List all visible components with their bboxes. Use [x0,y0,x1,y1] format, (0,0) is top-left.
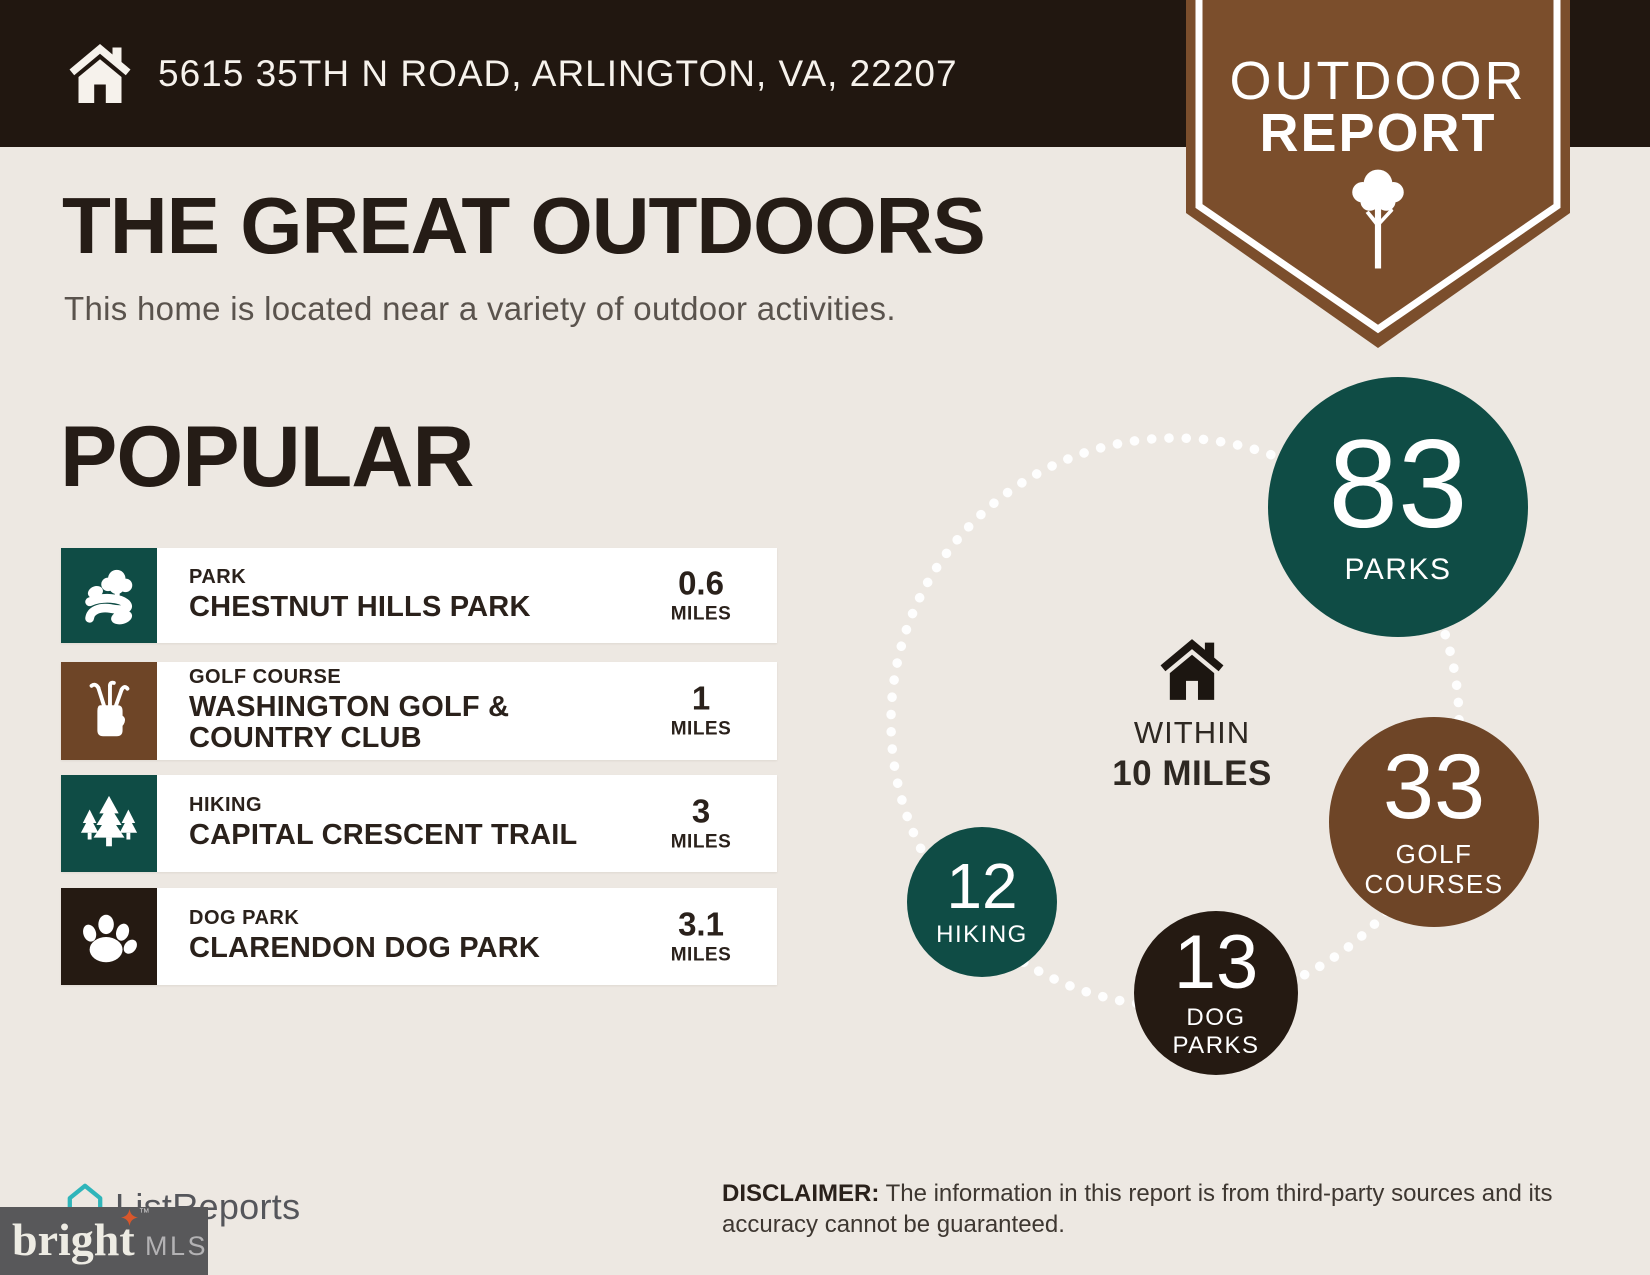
radius-center: WITHIN 10 MILES [1092,638,1292,794]
stat-value: 33 [1382,736,1486,839]
category-label: DOG PARK [189,906,300,929]
page-subtitle: This home is located near a variety of o… [64,290,896,327]
category-label: GOLF COURSE [189,665,342,688]
intro-section: THE GREAT OUTDOORS This home is located … [62,186,1112,328]
stat-label: DOG PARKS [1172,1004,1260,1059]
stat-circle-parks: 83 PARKS [1268,377,1528,637]
trademark-symbol: ™ [138,1207,150,1219]
mls-wordmark: MLS [144,1231,208,1261]
paw-icon [61,888,157,985]
distance: 0.6 MILES [670,564,732,624]
category-label: PARK [189,565,247,588]
list-item-dog-park: DOG PARK CLARENDON DOG PARK 3.1 MILES [61,888,777,985]
distance: 3.1 MILES [670,905,732,965]
bright-mls-logo: bright ™ MLS [0,1207,208,1275]
stat-label: HIKING [936,920,1028,948]
disclaimer-text: DISCLAIMER: The information in this repo… [722,1180,1553,1239]
ribbon-title-line1: OUTDOOR [1229,51,1527,111]
stat-value: 12 [946,849,1018,922]
place-name: CHESTNUT HILLS PARK [189,590,531,623]
distance: 3 MILES [670,792,732,852]
disclaimer-label: DISCLAIMER: [722,1180,880,1207]
bright-spark-icon [120,1209,138,1226]
list-item-park: PARK CHESTNUT HILLS PARK 0.6 MILES [61,548,777,643]
ribbon-title-line2: REPORT [1259,103,1497,163]
pine-trees-icon [61,775,157,872]
stat-value: 13 [1173,919,1259,1005]
home-icon [1160,639,1224,700]
place-name: WASHINGTON GOLF & COUNTRY CLUB [189,690,510,754]
stat-label: GOLF COURSES [1364,838,1504,899]
category-label: HIKING [189,793,262,816]
stat-label: PARKS [1344,553,1452,587]
within-label: WITHIN [1133,715,1251,750]
list-item-hiking: HIKING CAPITAL CRESCENT TRAIL 3 MILES [61,775,777,872]
bright-wordmark: bright [12,1214,135,1265]
place-name: CLARENDON DOG PARK [189,931,541,964]
park-icon [61,548,157,643]
within-distance: 10 MILES [1112,754,1272,793]
home-icon [69,43,131,103]
property-address: 5615 35TH N ROAD, ARLINGTON, VA, 22207 [158,52,958,94]
popular-heading: POPULAR [60,409,474,505]
list-item-golf-course: GOLF COURSE WASHINGTON GOLF & COUNTRY CL… [61,662,777,760]
stat-circle-golf-courses: 33 GOLF COURSES [1329,717,1539,927]
popular-list: PARK CHESTNUT HILLS PARK 0.6 MILES [61,548,777,985]
distance: 1 MILES [670,679,732,740]
outdoor-report-badge: OUTDOOR REPORT [1186,0,1570,350]
tree-icon [1352,169,1404,269]
listreports-house-icon [67,1183,103,1219]
page-title: THE GREAT OUTDOORS [62,181,986,270]
golf-bag-icon [61,662,157,760]
stat-circle-hiking: 12 HIKING [907,827,1057,977]
stat-value: 83 [1328,415,1468,555]
stat-circle-dog-parks: 13 DOG PARKS [1134,911,1298,1075]
place-name: CAPITAL CRESCENT TRAIL [189,818,578,851]
